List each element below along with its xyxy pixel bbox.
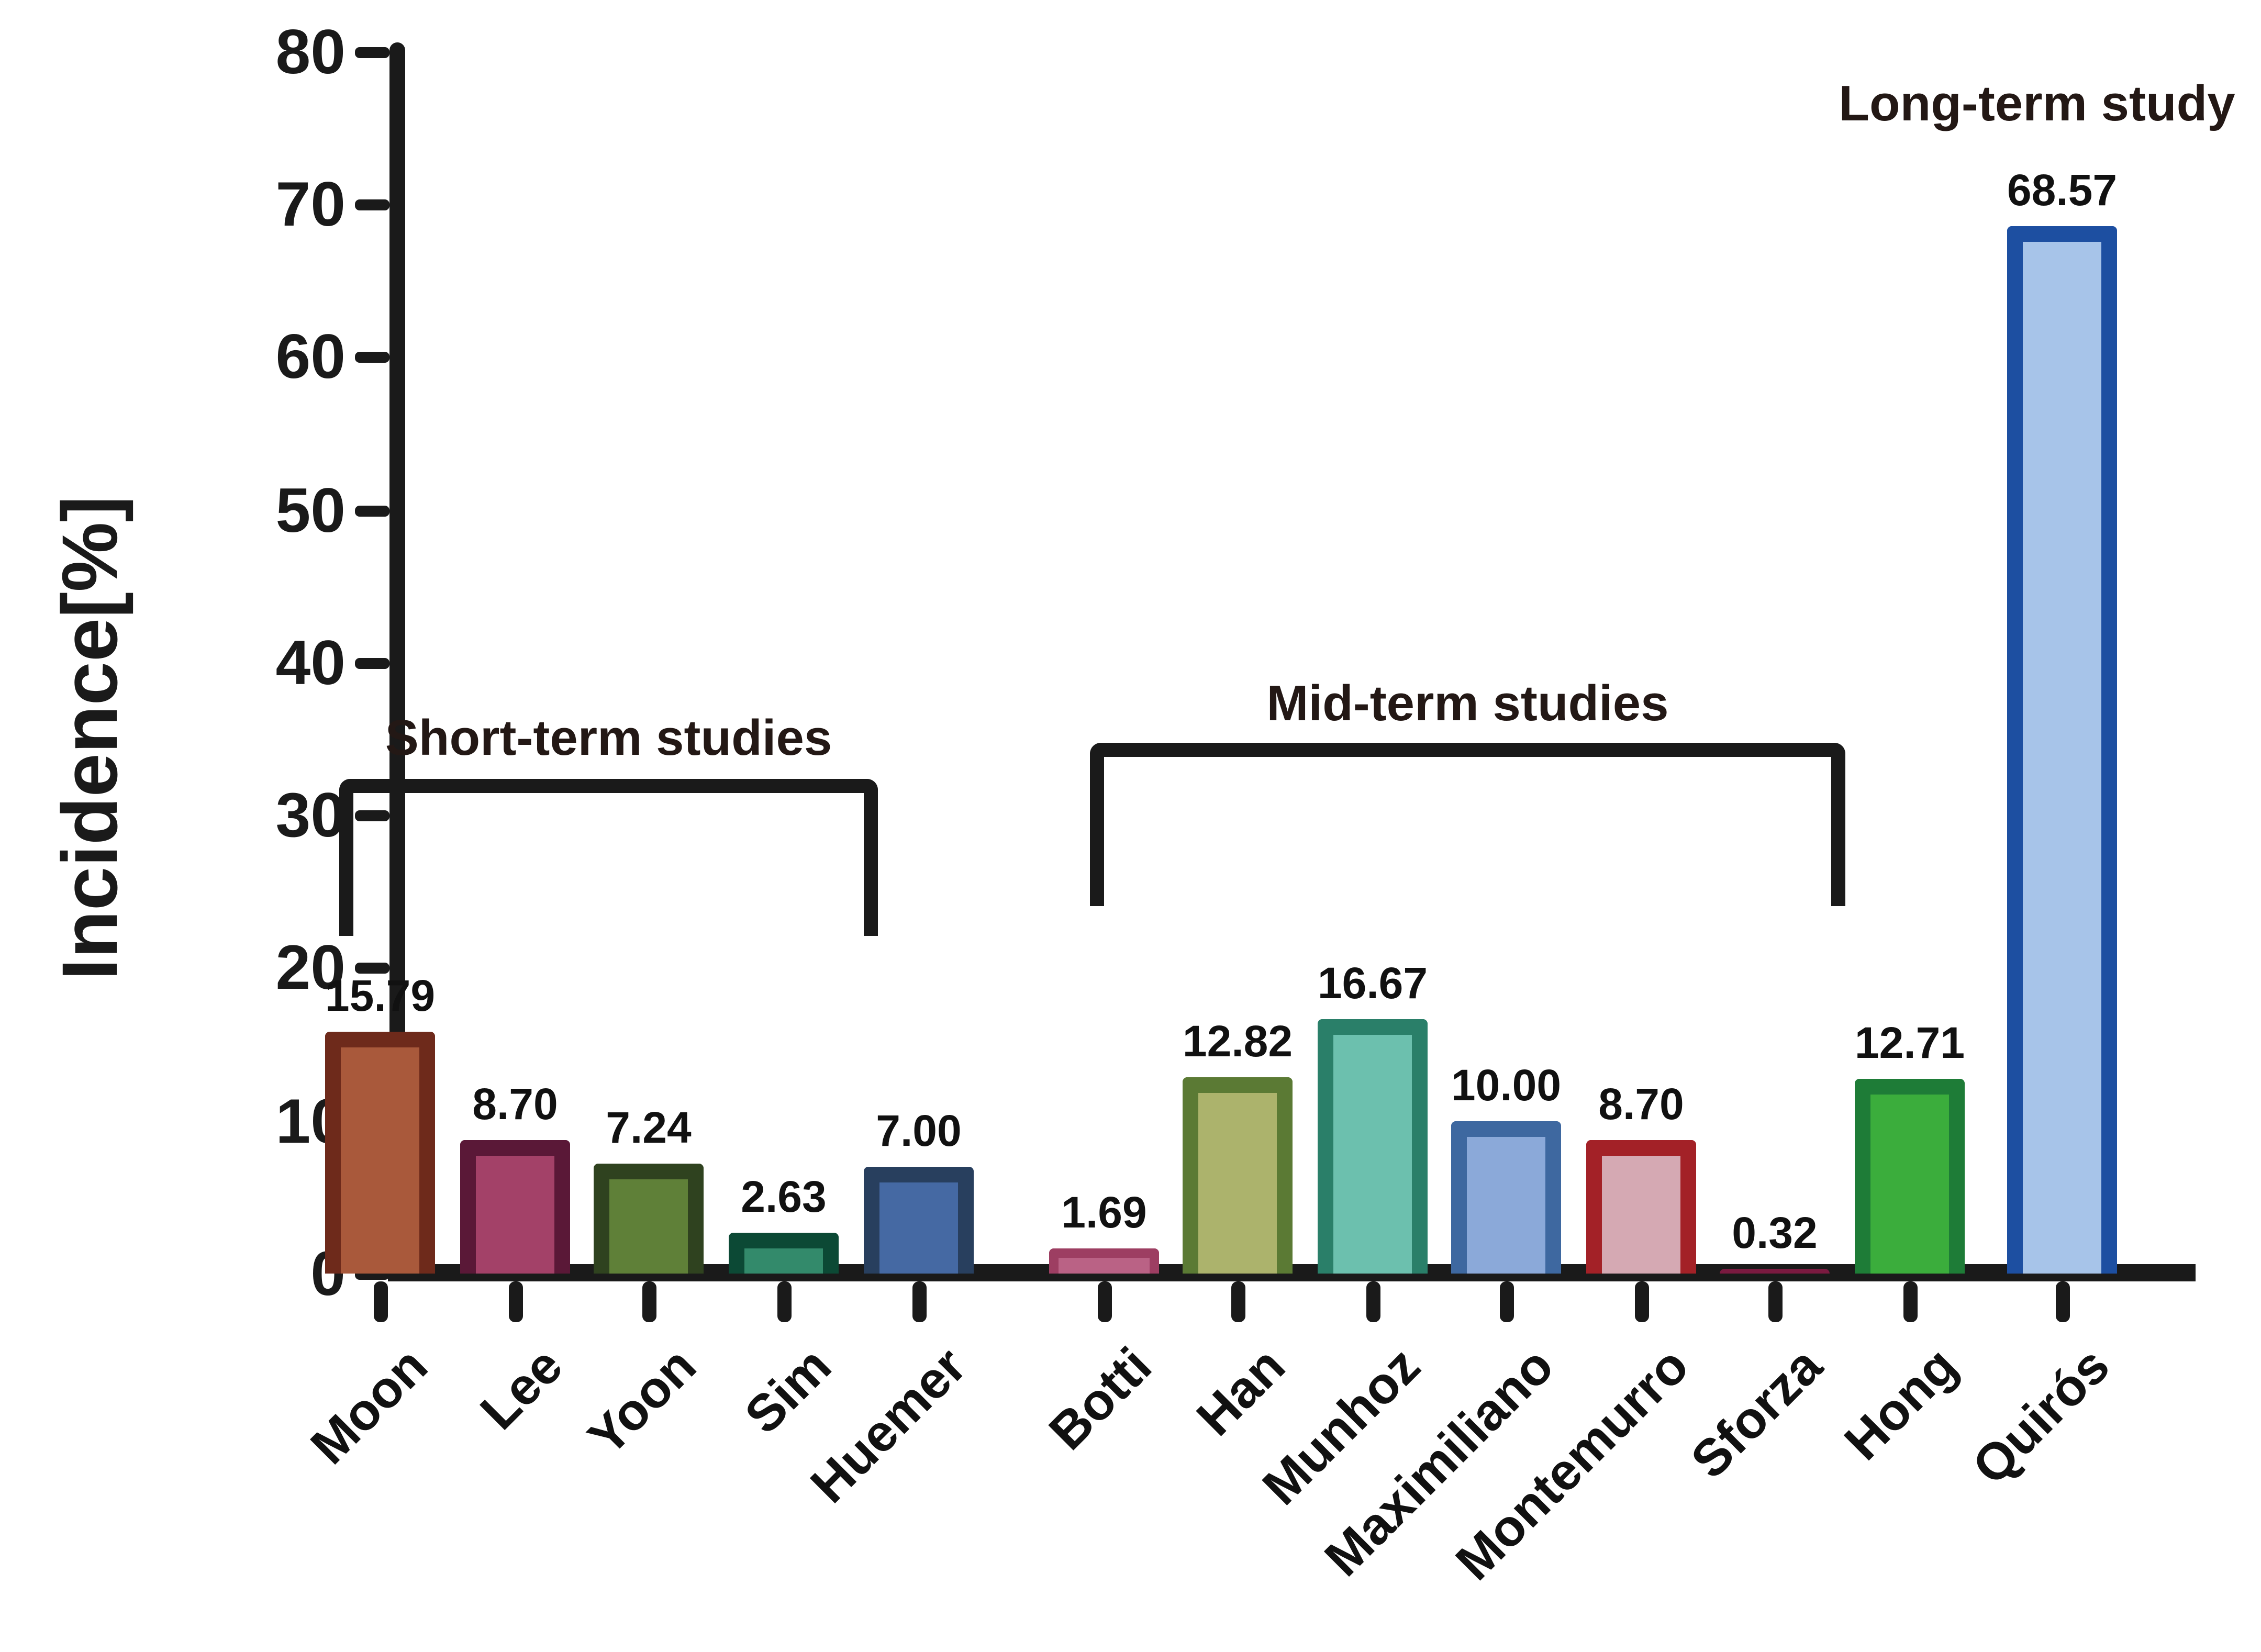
mid-term-bracket (1090, 743, 1845, 906)
bar-value-label-sforza: 0.32 (1732, 1208, 1818, 1257)
y-tick-label: 30 (275, 780, 346, 850)
y-tick (355, 810, 389, 821)
bar-value-label-munhoz: 16.67 (1317, 958, 1428, 1008)
x-tick-maximiliano (1500, 1281, 1514, 1322)
bar-quiros (2007, 226, 2117, 1274)
bar-yoon (594, 1164, 704, 1274)
x-tick-moon (374, 1281, 388, 1322)
bar-value-label-sim: 2.63 (741, 1172, 827, 1221)
y-tick-label: 50 (275, 475, 346, 545)
x-tick-sforza (1768, 1281, 1783, 1322)
y-tick (355, 352, 389, 363)
x-tick-botti (1098, 1281, 1112, 1322)
x-tick-sim (777, 1281, 792, 1322)
bar-value-label-botti: 1.69 (1061, 1188, 1147, 1237)
y-tick-label: 0 (310, 1238, 346, 1309)
y-tick (355, 963, 389, 974)
bar-lee (460, 1140, 570, 1274)
bar-value-label-huemer: 7.00 (876, 1106, 962, 1155)
y-tick-label: 40 (275, 628, 346, 698)
x-tick-munhoz (1366, 1281, 1380, 1322)
x-tick-lee (509, 1281, 523, 1322)
x-tick-montemurro (1635, 1281, 1649, 1322)
y-tick-label: 60 (275, 321, 346, 392)
y-tick (355, 506, 389, 517)
bar-hong (1855, 1079, 1965, 1274)
y-tick (355, 47, 389, 58)
y-tick (355, 199, 389, 210)
bar-moon (325, 1032, 435, 1274)
bar-value-label-lee: 8.70 (472, 1079, 558, 1129)
bar-han (1183, 1077, 1293, 1274)
bar-value-label-quiros: 68.57 (2007, 165, 2118, 215)
bar-maximiliano (1451, 1121, 1561, 1274)
bar-value-label-han: 12.82 (1182, 1017, 1293, 1066)
bar-montemurro (1586, 1140, 1696, 1274)
bar-botti (1049, 1248, 1159, 1274)
y-tick (355, 658, 389, 669)
bar-value-label-hong: 12.71 (1854, 1018, 1965, 1067)
bar-sim (729, 1233, 839, 1274)
x-tick-huemer (912, 1281, 927, 1322)
x-tick-yoon (642, 1281, 656, 1322)
y-tick-label: 70 (275, 169, 346, 239)
y-tick-label: 80 (275, 17, 346, 87)
long-term-group-label: Long-term study (1839, 75, 2235, 131)
bar-value-label-montemurro: 8.70 (1598, 1079, 1684, 1129)
x-tick-hong (1903, 1281, 1918, 1322)
x-tick-quiros (2056, 1281, 2070, 1322)
short-term-group-label: Short-term studies (385, 710, 832, 766)
short-term-bracket (339, 779, 878, 936)
x-tick-han (1231, 1281, 1245, 1322)
bar-sforza (1720, 1269, 1830, 1274)
bar-value-label-moon: 15.79 (325, 971, 436, 1020)
bar-huemer (864, 1167, 974, 1274)
bar-value-label-yoon: 7.24 (606, 1103, 692, 1152)
bar-munhoz (1318, 1019, 1428, 1274)
y-tick-label: 20 (275, 932, 346, 1002)
y-axis-title: Incidence[%] (46, 496, 133, 980)
mid-term-group-label: Mid-term studies (1266, 675, 1669, 731)
bar-value-label-maximiliano: 10.00 (1451, 1061, 1562, 1110)
y-tick-label: 10 (275, 1086, 346, 1156)
